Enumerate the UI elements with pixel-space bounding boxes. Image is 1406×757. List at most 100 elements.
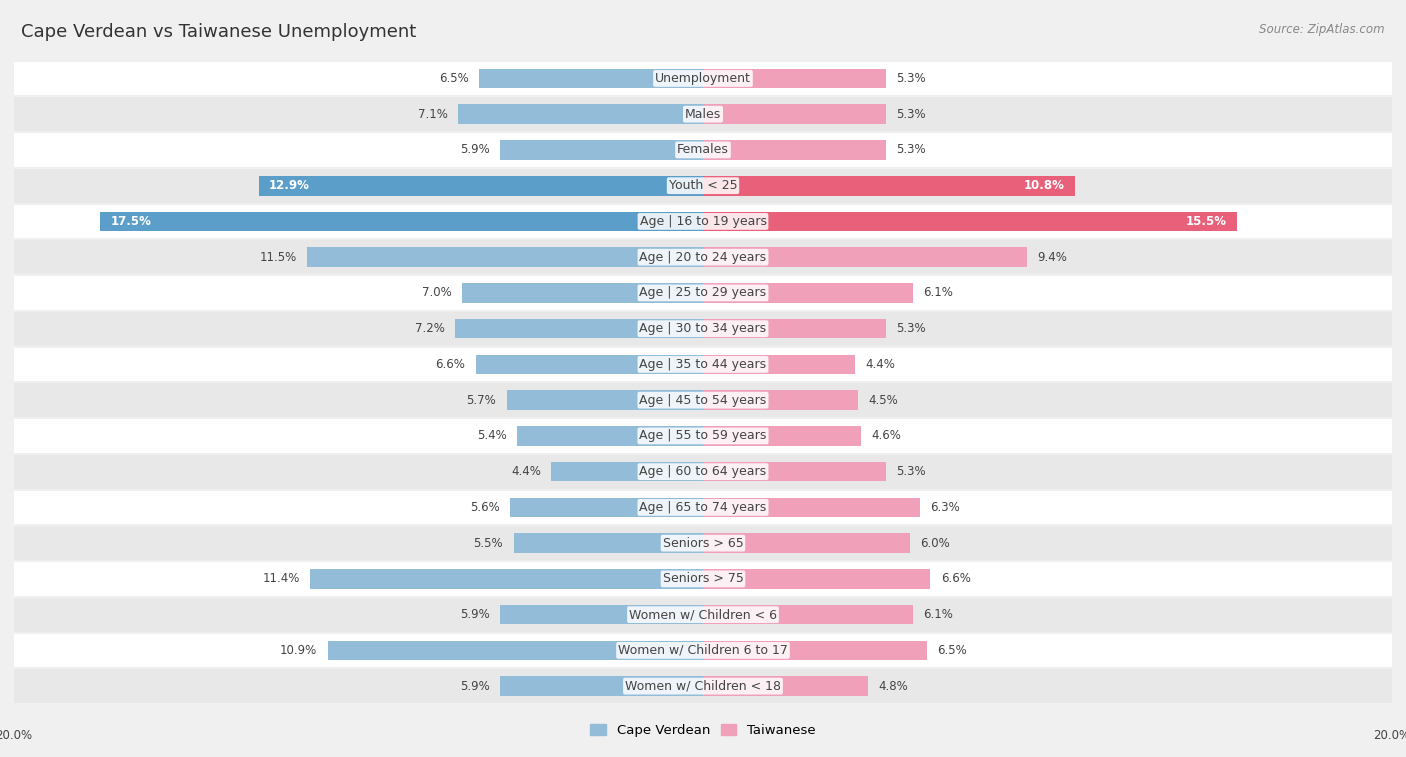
Text: 5.5%: 5.5% [474, 537, 503, 550]
Text: 6.1%: 6.1% [924, 608, 953, 621]
Bar [703, 319, 886, 338]
Bar [506, 391, 703, 410]
Bar [703, 391, 858, 410]
Bar [14, 525, 1392, 561]
Bar [14, 418, 1392, 453]
Bar [456, 319, 703, 338]
Text: 5.3%: 5.3% [896, 143, 925, 157]
Bar [703, 212, 1237, 231]
Bar [703, 497, 920, 517]
Text: Women w/ Children < 18: Women w/ Children < 18 [626, 680, 780, 693]
Text: 20.0%: 20.0% [0, 729, 32, 742]
Bar [14, 61, 1392, 96]
Text: 15.5%: 15.5% [1185, 215, 1226, 228]
Text: 6.5%: 6.5% [439, 72, 468, 85]
Text: 5.3%: 5.3% [896, 322, 925, 335]
Text: 5.3%: 5.3% [896, 107, 925, 120]
Bar [14, 132, 1392, 168]
Bar [259, 176, 703, 195]
Text: Age | 35 to 44 years: Age | 35 to 44 years [640, 358, 766, 371]
Text: 7.0%: 7.0% [422, 286, 451, 300]
Bar [14, 311, 1392, 347]
Bar [703, 676, 869, 696]
Text: 4.8%: 4.8% [879, 680, 908, 693]
Text: Females: Females [678, 143, 728, 157]
Bar [14, 239, 1392, 275]
Bar [703, 569, 931, 589]
Text: Cape Verdean vs Taiwanese Unemployment: Cape Verdean vs Taiwanese Unemployment [21, 23, 416, 41]
Text: 4.5%: 4.5% [869, 394, 898, 407]
Text: 6.6%: 6.6% [436, 358, 465, 371]
Text: 5.9%: 5.9% [460, 680, 489, 693]
Text: 4.6%: 4.6% [872, 429, 901, 442]
Text: 6.6%: 6.6% [941, 572, 970, 585]
Text: 7.2%: 7.2% [415, 322, 444, 335]
Text: 5.3%: 5.3% [896, 72, 925, 85]
Bar [703, 69, 886, 89]
Bar [14, 668, 1392, 704]
Text: 6.3%: 6.3% [931, 501, 960, 514]
Text: 20.0%: 20.0% [1374, 729, 1406, 742]
Text: Seniors > 65: Seniors > 65 [662, 537, 744, 550]
Bar [14, 490, 1392, 525]
Bar [703, 104, 886, 124]
Text: Women w/ Children 6 to 17: Women w/ Children 6 to 17 [619, 644, 787, 657]
Text: Age | 25 to 29 years: Age | 25 to 29 years [640, 286, 766, 300]
Text: 17.5%: 17.5% [111, 215, 152, 228]
Bar [703, 534, 910, 553]
Bar [703, 426, 862, 446]
Bar [703, 248, 1026, 267]
Text: 5.4%: 5.4% [477, 429, 506, 442]
Bar [14, 633, 1392, 668]
Text: Males: Males [685, 107, 721, 120]
Bar [14, 275, 1392, 311]
Text: 4.4%: 4.4% [512, 465, 541, 478]
Text: 10.9%: 10.9% [280, 644, 318, 657]
Bar [510, 497, 703, 517]
Bar [703, 354, 855, 374]
Text: 5.6%: 5.6% [470, 501, 499, 514]
Text: Age | 65 to 74 years: Age | 65 to 74 years [640, 501, 766, 514]
Text: 5.9%: 5.9% [460, 608, 489, 621]
Bar [499, 605, 703, 625]
Text: 7.1%: 7.1% [418, 107, 449, 120]
Bar [307, 248, 703, 267]
Text: 6.0%: 6.0% [920, 537, 950, 550]
Bar [703, 176, 1076, 195]
Bar [14, 96, 1392, 132]
Bar [703, 605, 912, 625]
Bar [703, 283, 912, 303]
Text: Unemployment: Unemployment [655, 72, 751, 85]
Text: 4.4%: 4.4% [865, 358, 894, 371]
Text: 6.1%: 6.1% [924, 286, 953, 300]
Text: 5.3%: 5.3% [896, 465, 925, 478]
Text: Youth < 25: Youth < 25 [669, 179, 737, 192]
Bar [311, 569, 703, 589]
Legend: Cape Verdean, Taiwanese: Cape Verdean, Taiwanese [585, 719, 821, 743]
Bar [499, 140, 703, 160]
Text: 10.8%: 10.8% [1024, 179, 1064, 192]
Text: 11.4%: 11.4% [263, 572, 299, 585]
Bar [458, 104, 703, 124]
Bar [461, 283, 703, 303]
Text: Source: ZipAtlas.com: Source: ZipAtlas.com [1260, 23, 1385, 36]
Bar [14, 168, 1392, 204]
Bar [513, 534, 703, 553]
Text: Age | 16 to 19 years: Age | 16 to 19 years [640, 215, 766, 228]
Bar [14, 382, 1392, 418]
Bar [100, 212, 703, 231]
Bar [14, 453, 1392, 490]
Text: 11.5%: 11.5% [259, 251, 297, 263]
Bar [517, 426, 703, 446]
Text: Age | 20 to 24 years: Age | 20 to 24 years [640, 251, 766, 263]
Text: Age | 45 to 54 years: Age | 45 to 54 years [640, 394, 766, 407]
Bar [703, 140, 886, 160]
Text: 5.9%: 5.9% [460, 143, 489, 157]
Text: 5.7%: 5.7% [467, 394, 496, 407]
Bar [14, 597, 1392, 633]
Bar [475, 354, 703, 374]
Text: 6.5%: 6.5% [938, 644, 967, 657]
Bar [328, 640, 703, 660]
Text: Age | 30 to 34 years: Age | 30 to 34 years [640, 322, 766, 335]
Text: Age | 55 to 59 years: Age | 55 to 59 years [640, 429, 766, 442]
